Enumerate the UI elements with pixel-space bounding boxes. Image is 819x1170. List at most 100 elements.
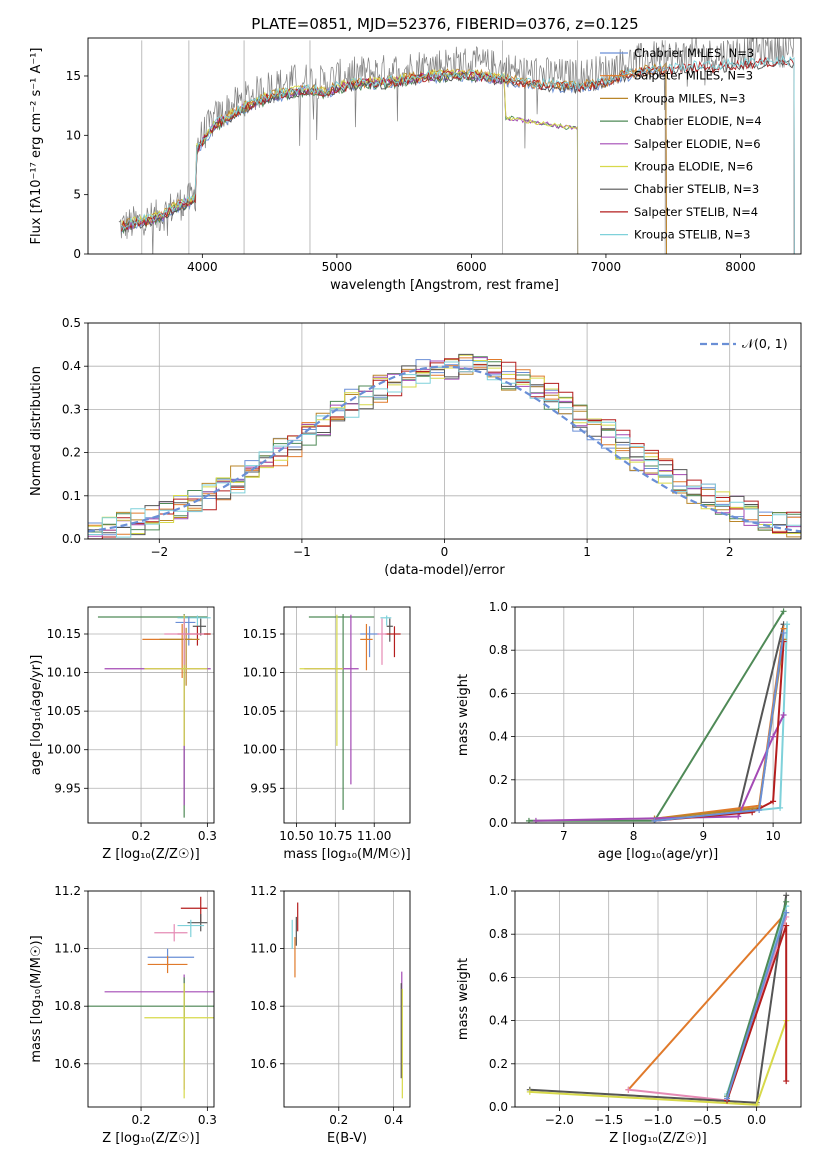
mass-weight-marker — [780, 608, 787, 615]
axes-frame — [283, 606, 411, 824]
y-tick-label: 10.10 — [243, 666, 277, 680]
mass-weight-marker — [770, 733, 777, 740]
mass-weight-line — [654, 624, 788, 822]
gaussian-curve — [88, 365, 801, 533]
x-axis-label: age [log₁₀(age/yr)] — [598, 847, 719, 862]
x-axis-label: E(B-V) — [327, 1131, 367, 1146]
legend-entry: Chabrier MILES, N=3 — [634, 46, 754, 60]
panel-age-vs-mass: 10.50 10.75 11.00 9.95 10.00 10.05 10.10 10.15 m… — [243, 606, 411, 862]
mass-weight-marker — [735, 813, 742, 820]
mass-weight-line — [535, 714, 785, 822]
mass-weight-line — [654, 624, 785, 822]
mass-weight-marker — [783, 922, 790, 929]
model-spectrum-line — [121, 62, 667, 254]
y-axis-label: mass weight — [456, 674, 471, 756]
x-tick-label: −1 — [293, 545, 311, 559]
plot-area-mass-vs-Z — [88, 896, 214, 1099]
x-tick-label: 10.50 — [279, 829, 313, 843]
mass-weight-marker — [783, 892, 790, 899]
legend-entry: Kroupa STELIB, N=3 — [634, 228, 751, 242]
mass-weight-line — [726, 912, 788, 1099]
y-axis-label: age [log₁₀(age/yr)] — [29, 655, 44, 776]
y-tick-label: 10 — [66, 128, 81, 142]
legend-entry: Chabrier STELIB, N=3 — [634, 182, 759, 196]
mass-weight-marker — [724, 1095, 731, 1102]
x-tick-label: 8 — [630, 829, 638, 843]
x-tick-label: −0.5 — [693, 1113, 722, 1127]
x-axis-label: Z [log₁₀(Z/Z☉)] — [102, 1131, 199, 1146]
model-spectrum-line — [121, 69, 579, 254]
y-tick-label: 10.00 — [243, 743, 277, 757]
panel-age-vs-Z: 0.2 0.3 9.95 10.00 10.05 10.10 10.15 Z [log₁₀(Z… — [29, 606, 217, 862]
x-tick-label: 0 — [441, 545, 449, 559]
residual-histogram — [88, 358, 801, 539]
plot-area-mass-vs-EBV — [291, 902, 403, 1099]
x-tick-label: −2 — [150, 545, 168, 559]
mass-weight-marker — [780, 712, 787, 718]
y-tick-label: 10.8 — [54, 999, 81, 1013]
y-tick-label: 0.2 — [489, 773, 508, 787]
model-spectrum-line — [121, 67, 667, 254]
x-tick-label: −2.0 — [545, 1113, 574, 1127]
figure-title: PLATE=0851, MJD=52376, FIBERID=0376, z=0… — [251, 15, 638, 33]
mass-weight-line — [654, 639, 785, 820]
legend-entry: Salpeter ELODIE, N=6 — [634, 137, 761, 151]
y-tick-label: 10.6 — [54, 1057, 81, 1071]
axes-frame — [87, 37, 802, 255]
y-tick-label: 10.6 — [250, 1057, 277, 1071]
y-tick-label: 0.0 — [489, 816, 508, 830]
mass-weight-marker — [780, 629, 787, 636]
y-tick-label: 11.2 — [250, 884, 277, 898]
panel-spectrum: 4000 5000 6000 7000 8000 0 5 10 15 wavelength [An… — [29, 37, 802, 293]
x-tick-label: 8000 — [725, 260, 756, 274]
x-axis-label: Z [log₁₀(Z/Z☉)] — [102, 847, 199, 862]
plot-area-age-vs-Z — [97, 613, 211, 818]
y-tick-label: 0.5 — [62, 316, 81, 330]
y-tick-label: 15 — [66, 69, 81, 83]
y-tick-label: 0.0 — [62, 532, 81, 546]
mass-weight-line — [654, 641, 785, 822]
x-tick-label: 2 — [726, 545, 734, 559]
panel-weight-vs-age: 7 8 9 10 0.0 0.2 0.4 0.6 0.8 1.0 age [log₁₀(age/yr… — [456, 600, 802, 862]
y-tick-label: 0.4 — [62, 359, 81, 373]
y-tick-label: 0.8 — [489, 643, 508, 657]
y-tick-label: 9.95 — [54, 781, 81, 795]
x-tick-label: 10 — [765, 829, 780, 843]
x-tick-label: 0.2 — [329, 1113, 348, 1127]
axes-frame — [514, 890, 802, 1108]
x-axis-label: mass [log₁₀(M/M☉)] — [283, 847, 410, 862]
observed-spectrum-line — [118, 38, 795, 254]
y-tick-label: 9.95 — [250, 781, 277, 795]
x-tick-label: 7000 — [591, 260, 622, 274]
mass-weight-marker — [625, 1086, 632, 1093]
y-tick-label: 1.0 — [489, 600, 508, 614]
plot-area-spectrum — [118, 38, 795, 254]
legend-entry: Salpeter MILES, N=3 — [634, 69, 753, 83]
model-spectrum-line — [121, 55, 795, 254]
legend-entry: Chabrier ELODIE, N=4 — [634, 114, 762, 128]
y-tick-label: 0.3 — [62, 402, 81, 416]
y-tick-label: 0 — [73, 247, 81, 261]
y-tick-label: 11.0 — [54, 942, 81, 956]
x-tick-label: 0.2 — [132, 829, 151, 843]
legend-entry: Kroupa ELODIE, N=6 — [634, 160, 753, 174]
mass-weight-marker — [777, 804, 784, 811]
x-tick-label: 1 — [583, 545, 591, 559]
mass-weight-marker — [783, 898, 790, 905]
model-spectrum-line — [121, 68, 579, 254]
mass-weight-marker — [784, 621, 791, 628]
model-spectrum-line — [121, 71, 579, 254]
x-axis-label: Z [log₁₀(Z/Z☉)] — [609, 1131, 706, 1146]
y-tick-label: 10.05 — [243, 704, 277, 718]
x-tick-label: 0.3 — [198, 829, 217, 843]
y-tick-label: 1.0 — [489, 884, 508, 898]
gaussian-legend-label: 𝒩(0, 1) — [742, 336, 788, 351]
panel-mass-vs-Z: 0.2 0.3 10.6 10.8 11.0 11.2 Z [log₁₀(Z/Z☉)] mas… — [29, 884, 217, 1146]
x-axis-label: (data-model)/error — [384, 563, 505, 578]
mass-weight-marker — [756, 807, 763, 814]
axes-frame — [87, 606, 215, 824]
y-axis-label: Flux [fλ10⁻¹⁷ erg cm⁻² s⁻¹ A⁻¹] — [29, 48, 44, 245]
x-tick-label: −1.0 — [643, 1113, 672, 1127]
y-tick-label: 11.2 — [54, 884, 81, 898]
mass-weight-marker — [526, 1088, 533, 1095]
